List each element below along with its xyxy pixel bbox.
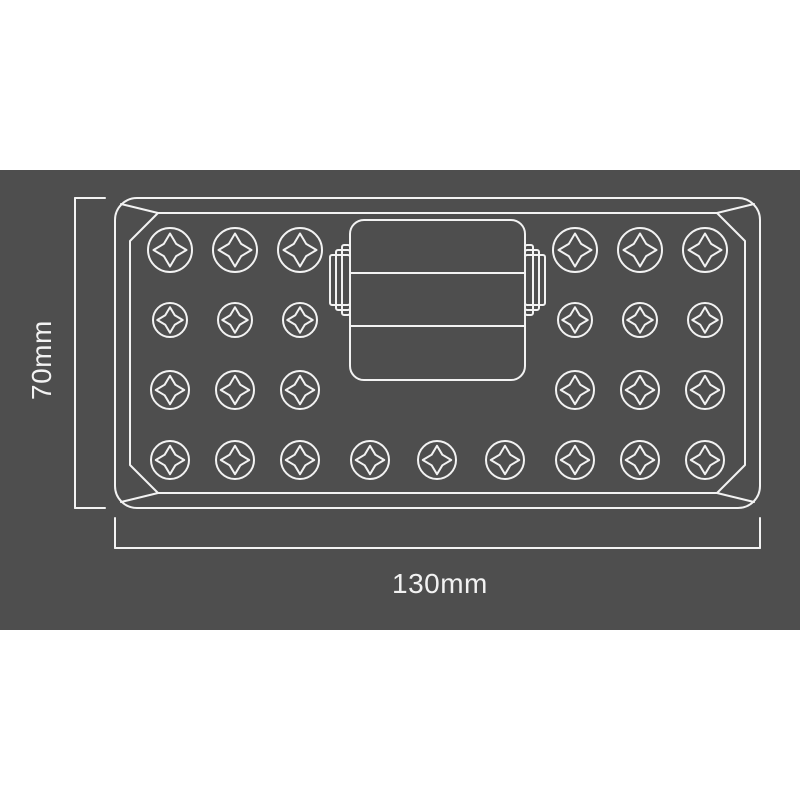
- height-dimension-label: 70mm: [26, 320, 58, 400]
- width-dimension-label: 130mm: [392, 568, 488, 600]
- canvas: 70mm 130mm: [0, 0, 800, 800]
- diagram-svg: [0, 0, 800, 800]
